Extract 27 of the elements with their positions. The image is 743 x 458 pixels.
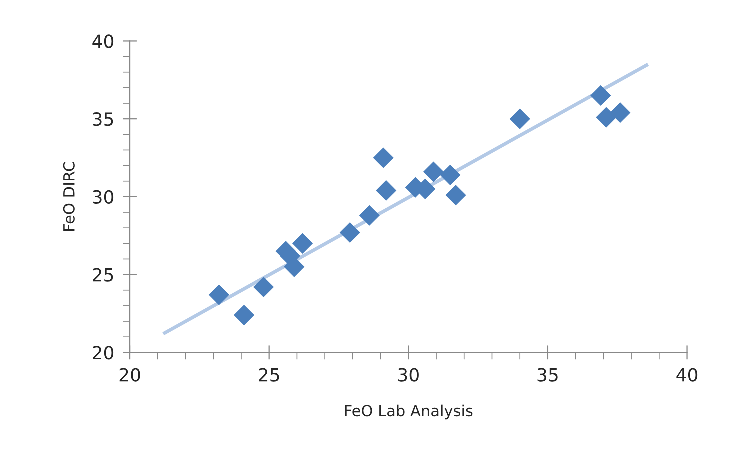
y-tick-label: 40 [92,34,114,48]
x-tick-label: 20 [120,368,140,382]
x-tick-label: 35 [538,368,558,382]
x-tick-label: 30 [398,368,419,382]
point [423,162,444,182]
y-tick-label: 20 [93,346,114,360]
x-axis-title: FeO Lab Analysis [345,404,473,420]
x-tick-label: 40 [676,368,698,382]
point [376,180,397,202]
point [373,148,394,168]
y-tick-label: 25 [93,268,114,282]
point [590,85,612,106]
y-axis-title: FeO DIRC [63,162,75,231]
x-tick-label: 25 [259,368,280,382]
point [340,222,360,244]
point [610,102,631,124]
point [359,205,380,226]
point [253,276,274,298]
point [596,107,617,128]
y-tick-label: 30 [93,190,114,204]
point [292,233,314,254]
y-tick-label: 35 [93,112,114,126]
point [510,108,530,130]
point [446,185,466,206]
point [440,164,461,186]
point [234,304,255,326]
point [208,284,230,306]
